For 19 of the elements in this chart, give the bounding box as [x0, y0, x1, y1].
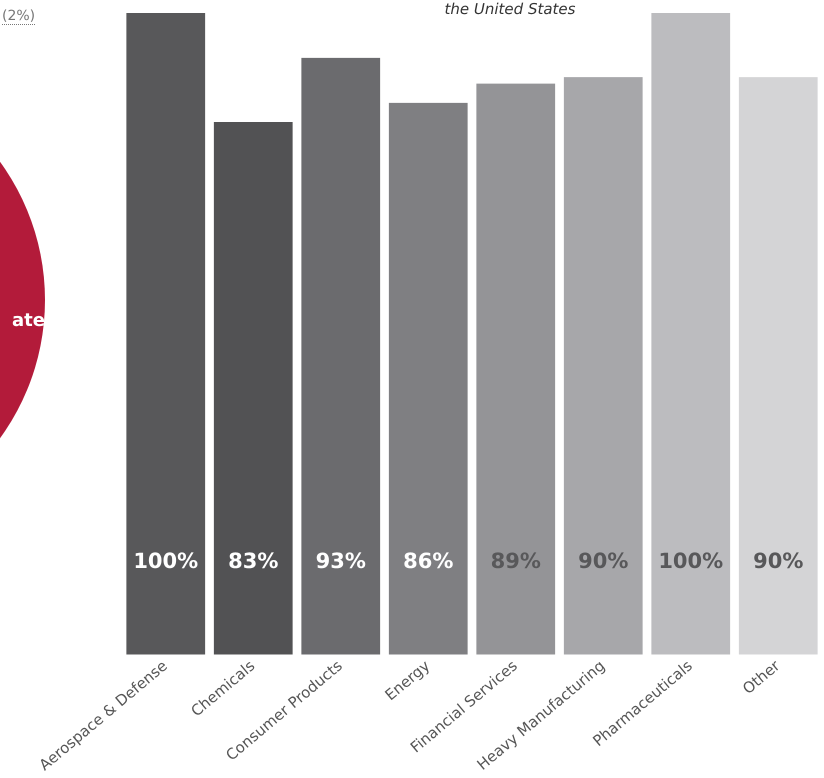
bar — [651, 13, 730, 655]
chart-title: the United States — [444, 0, 576, 18]
data-label: 90% — [753, 548, 804, 573]
bar — [564, 77, 643, 655]
data-label: 93% — [316, 548, 366, 573]
data-label: 100% — [658, 548, 724, 573]
data-label: 86% — [403, 548, 454, 573]
bar — [126, 13, 206, 655]
data-label: 100% — [133, 548, 198, 573]
data-label: 83% — [228, 548, 278, 573]
bar — [388, 102, 468, 655]
bar — [738, 77, 818, 655]
data-label: 89% — [490, 548, 541, 573]
data-label: 90% — [578, 548, 628, 573]
bar — [214, 122, 293, 655]
bar — [476, 84, 556, 655]
text: ate — [12, 310, 45, 331]
text: (2%) — [2, 8, 36, 25]
bar — [301, 58, 380, 655]
